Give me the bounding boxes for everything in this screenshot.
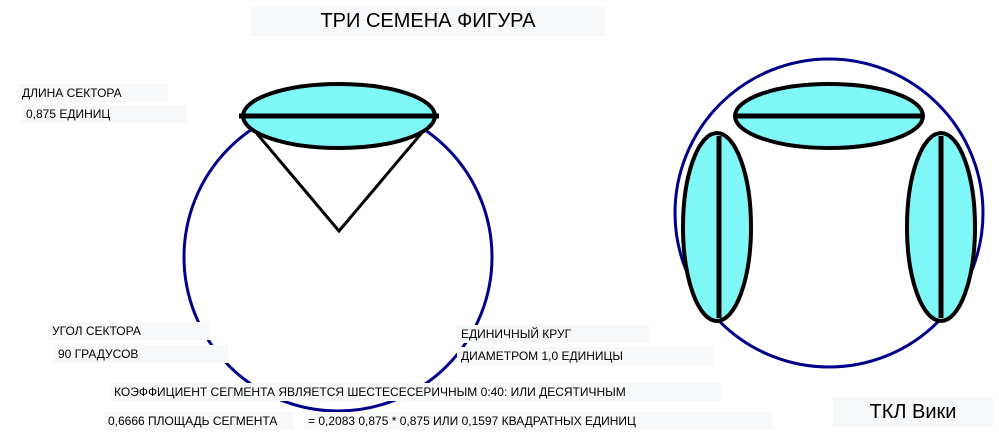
author-label: ТКЛ Вики xyxy=(833,397,993,427)
sector-angle-value: 90 ГРАДУСОВ xyxy=(54,345,228,363)
segment-area-label: 0,6666 ПЛОЩАДЬ СЕГМЕНТА xyxy=(104,412,294,430)
sector-length-label: ДЛИНА СЕКТОРА xyxy=(18,84,168,102)
segment-area-formula: = 0,2083 0,875 * 0,875 ИЛИ 0,1597 КВАДРА… xyxy=(304,412,772,430)
left-figure xyxy=(182,82,494,413)
sector-lines xyxy=(240,115,438,234)
right-unit-circle xyxy=(673,57,985,369)
unit-circle-label: ЕДИНИЧНЫЙ КРУГ xyxy=(457,325,649,343)
sector-angle-label: УГОЛ СЕКТОРА xyxy=(48,322,210,340)
coefficient-note: КОЭФФИЦИЕНТ СЕГМЕНТА ЯВЛЯЕТСЯ ШЕСТЕСЕСЕР… xyxy=(110,383,722,401)
sector-length-value: 0,875 ЕДИНИЦ xyxy=(22,105,187,123)
diameter-label: ДИАМЕТРОМ 1,0 ЕДИНИЦЫ xyxy=(457,347,713,365)
right-figure xyxy=(673,57,985,369)
page-title: ТРИ СЕМЕНА ФИГУРА xyxy=(250,6,606,36)
